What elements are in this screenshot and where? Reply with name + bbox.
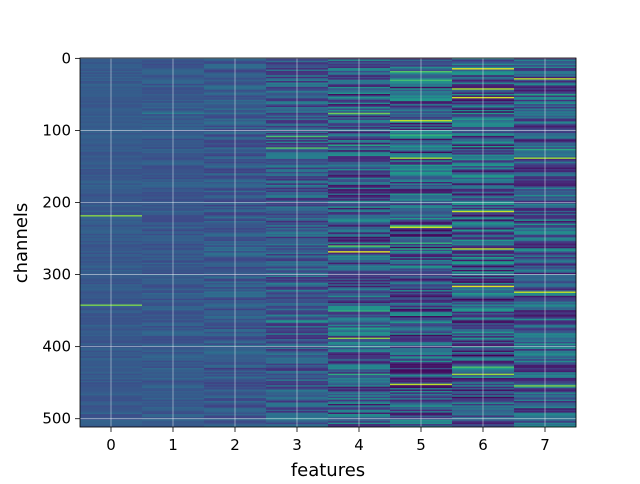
- x-axis-label: features: [291, 460, 365, 480]
- x-tick-label: 4: [354, 436, 364, 454]
- y-tick-label: 300: [42, 266, 71, 284]
- y-tick-label: 400: [42, 338, 71, 356]
- x-tick-label: 0: [106, 436, 116, 454]
- x-tick-label: 7: [540, 436, 550, 454]
- x-tick-label: 6: [478, 436, 488, 454]
- y-axis-label: channels: [11, 203, 32, 284]
- plot-area: [80, 58, 577, 428]
- plot-frame: [79, 57, 577, 428]
- x-tick-label: 5: [416, 436, 426, 454]
- x-tick-label: 3: [292, 436, 302, 454]
- y-tick-label: 0: [61, 49, 71, 67]
- y-tick-label: 100: [42, 121, 71, 139]
- y-axis-ticks: 0 100 200 300 400 500: [42, 49, 80, 428]
- x-axis-ticks: 0 1 2 3 4 5 6 7: [106, 427, 550, 454]
- y-tick-label: 500: [42, 410, 71, 428]
- y-tick-label: 200: [42, 194, 71, 212]
- x-tick-label: 2: [230, 436, 240, 454]
- x-tick-label: 1: [168, 436, 178, 454]
